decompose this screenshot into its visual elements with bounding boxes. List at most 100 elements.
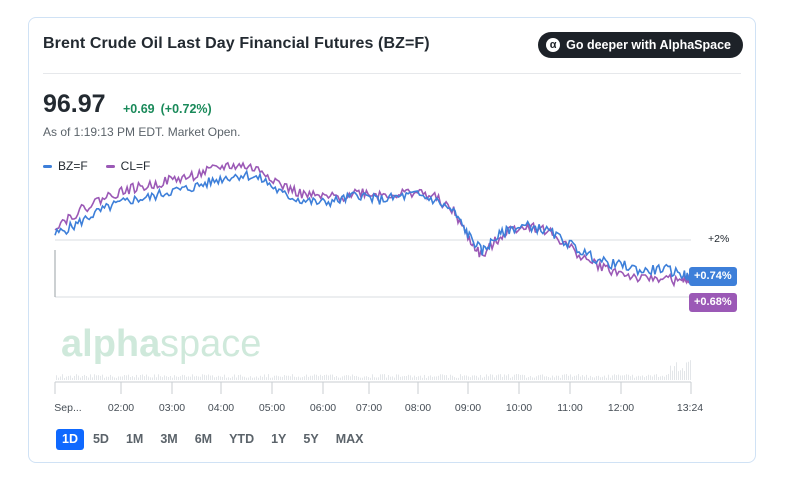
volume-bar	[410, 375, 411, 380]
volume-bar	[642, 375, 643, 380]
volume-bar	[216, 376, 217, 380]
volume-bar	[518, 374, 519, 380]
volume-bar	[140, 374, 141, 380]
volume-bar	[412, 377, 413, 380]
legend-swatch-bz	[43, 164, 52, 168]
volume-bar	[462, 376, 463, 380]
volume-bar	[120, 376, 121, 380]
range-tab-max[interactable]: MAX	[328, 429, 372, 450]
volume-bar	[536, 376, 537, 380]
volume-bar	[252, 377, 253, 380]
volume-bar	[610, 377, 611, 380]
volume-bar	[300, 377, 301, 380]
volume-bar	[114, 377, 115, 380]
volume-bar	[654, 374, 655, 380]
volume-bar	[516, 374, 517, 380]
range-tab-1m[interactable]: 1M	[118, 429, 151, 450]
volume-bar	[82, 376, 83, 380]
volume-bar	[388, 375, 389, 380]
volume-bar	[570, 374, 571, 380]
volume-bar	[200, 376, 201, 380]
volume-bar	[346, 375, 347, 380]
volume-bar	[268, 374, 269, 380]
volume-bar	[162, 377, 163, 380]
volume-bar	[360, 377, 361, 380]
volume-bar	[386, 377, 387, 380]
volume-bar	[56, 375, 57, 380]
range-tab-5d[interactable]: 5D	[85, 429, 117, 450]
range-tab-1y[interactable]: 1Y	[263, 429, 294, 450]
volume-bar	[84, 374, 85, 380]
volume-bar	[490, 374, 491, 380]
volume-bar	[292, 374, 293, 380]
volume-bar	[294, 376, 295, 380]
volume-bar	[432, 376, 433, 380]
volume-bar	[276, 375, 277, 380]
x-tick-label: 06:00	[310, 402, 336, 414]
volume-bar	[340, 377, 341, 380]
volume-bar	[402, 376, 403, 380]
legend-item-cl[interactable]: CL=F	[105, 159, 150, 173]
volume-bar	[144, 376, 145, 380]
volume-bar	[526, 377, 527, 380]
volume-bar	[146, 374, 147, 380]
volume-bar	[152, 377, 153, 380]
volume-bar	[354, 376, 355, 380]
volume-bar	[116, 377, 117, 380]
volume-bar	[350, 376, 351, 380]
volume-bar	[210, 375, 211, 380]
range-tab-1d[interactable]: 1D	[56, 429, 84, 450]
go-deeper-button[interactable]: α Go deeper with AlphaSpace	[538, 32, 743, 58]
volume-bar	[596, 376, 597, 380]
range-tab-5y[interactable]: 5Y	[295, 429, 326, 450]
volume-bar	[598, 375, 599, 380]
volume-bar	[142, 374, 143, 380]
volume-bar	[218, 375, 219, 380]
volume-bar	[334, 377, 335, 380]
price-chart[interactable]: alpha space Sep... 02:00 03:00 04:00 05:00 06…	[29, 18, 755, 418]
volume-bar	[198, 376, 199, 380]
volume-bar	[118, 376, 119, 380]
x-tick-label: Sep...	[54, 402, 81, 414]
volume-bar	[286, 375, 287, 380]
volume-bar	[222, 376, 223, 380]
x-tick-label: 10:00	[506, 402, 532, 414]
volume-bar	[672, 370, 673, 380]
volume-bar	[560, 377, 561, 380]
range-tab-3m[interactable]: 3M	[152, 429, 185, 450]
range-tab-ytd[interactable]: YTD	[221, 429, 262, 450]
series-line-bz	[54, 169, 692, 282]
volume-bar	[206, 375, 207, 380]
volume-bar	[194, 376, 195, 380]
volume-bar	[214, 377, 215, 380]
volume-bar	[92, 377, 93, 380]
volume-bar	[70, 375, 71, 380]
volume-bar	[426, 377, 427, 380]
volume-bar	[176, 376, 177, 380]
volume-bar	[112, 376, 113, 380]
legend-item-bz[interactable]: BZ=F	[43, 159, 88, 173]
volume-bar	[230, 377, 231, 380]
volume-bar	[322, 375, 323, 380]
alpha-icon: α	[546, 38, 561, 52]
volume-bar	[618, 374, 619, 380]
volume-bar	[236, 377, 237, 380]
range-tab-6m[interactable]: 6M	[187, 429, 220, 450]
volume-bar	[652, 376, 653, 380]
volume-bar	[602, 376, 603, 380]
volume-bar	[666, 374, 667, 380]
volume-bar	[86, 376, 87, 380]
volume-bar	[372, 374, 373, 380]
volume-bar	[644, 377, 645, 380]
volume-bar	[326, 374, 327, 380]
volume-bar	[344, 375, 345, 380]
volume-bar	[378, 377, 379, 380]
volume-bar	[538, 375, 539, 380]
volume-bar	[670, 365, 671, 380]
volume-bar	[342, 376, 343, 380]
volume-bar	[568, 375, 569, 380]
volume-bar	[170, 376, 171, 380]
volume-bar	[178, 376, 179, 380]
volume-bar	[648, 374, 649, 380]
volume-bar	[608, 374, 609, 380]
